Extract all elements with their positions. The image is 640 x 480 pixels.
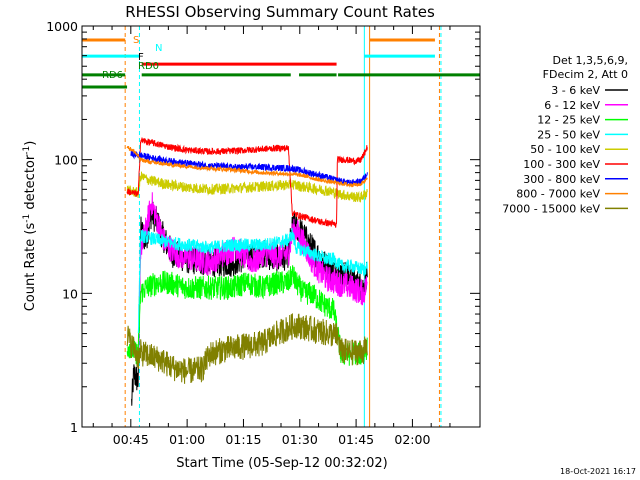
series-layer (126, 137, 368, 406)
series-line (126, 137, 368, 228)
y-axis-label: Count Rate (s-1 detector-1) (22, 141, 38, 312)
series-line (126, 265, 368, 366)
x-axis-label: Start Time (05-Sep-12 00:32:02) (176, 456, 387, 471)
x-tick-label: 00:45 (113, 432, 149, 447)
legend-header-line1: Det 1,3,5,6,9, (552, 54, 628, 67)
legend-header-line2: FDecim 2, Att 0 (543, 68, 628, 81)
legend-label: 800 - 7000 keV (516, 188, 600, 201)
y-tick-label: 10 (62, 286, 78, 301)
flag-label: S (133, 35, 139, 46)
chart-title: RHESSI Observing Summary Count Rates (125, 3, 435, 21)
render-timestamp: 18-Oct-2021 16:17 (560, 467, 636, 476)
flag-label: N (155, 43, 162, 54)
flag-label: RD0 (138, 61, 159, 72)
legend-label: 3 - 6 keV (551, 84, 600, 97)
x-axis-ticks: 00:45 01:00 01:15 01:30 01:45 02:00 (92, 26, 451, 447)
series-line (126, 171, 368, 203)
y-tick-label: 1 (70, 420, 78, 435)
legend-label: 6 - 12 keV (544, 99, 600, 112)
y-axis-ticks: 1 10 100 1000 (46, 19, 480, 435)
x-tick-label: 01:15 (225, 432, 261, 447)
x-tick-label: 02:00 (394, 432, 430, 447)
flag-label: F (138, 52, 144, 63)
series-line (126, 146, 368, 188)
legend-label: 300 - 800 keV (523, 173, 600, 186)
flag-label: RD6 (102, 70, 123, 81)
x-tick-label: 01:30 (282, 432, 318, 447)
legend-label: 25 - 50 keV (537, 128, 600, 141)
legend-label: 7000 - 15000 keV (502, 202, 600, 215)
legend-label: 50 - 100 keV (530, 143, 600, 156)
series-line (126, 313, 368, 384)
x-tick-label: 01:00 (169, 432, 205, 447)
y-tick-label: 1000 (46, 19, 78, 34)
y-tick-label: 100 (54, 153, 78, 168)
series-line (137, 228, 368, 334)
x-tick-label: 01:45 (338, 432, 374, 447)
time-markers (124, 26, 442, 427)
legend-label: 100 - 300 keV (523, 158, 600, 171)
legend-label: 12 - 25 keV (537, 114, 600, 127)
